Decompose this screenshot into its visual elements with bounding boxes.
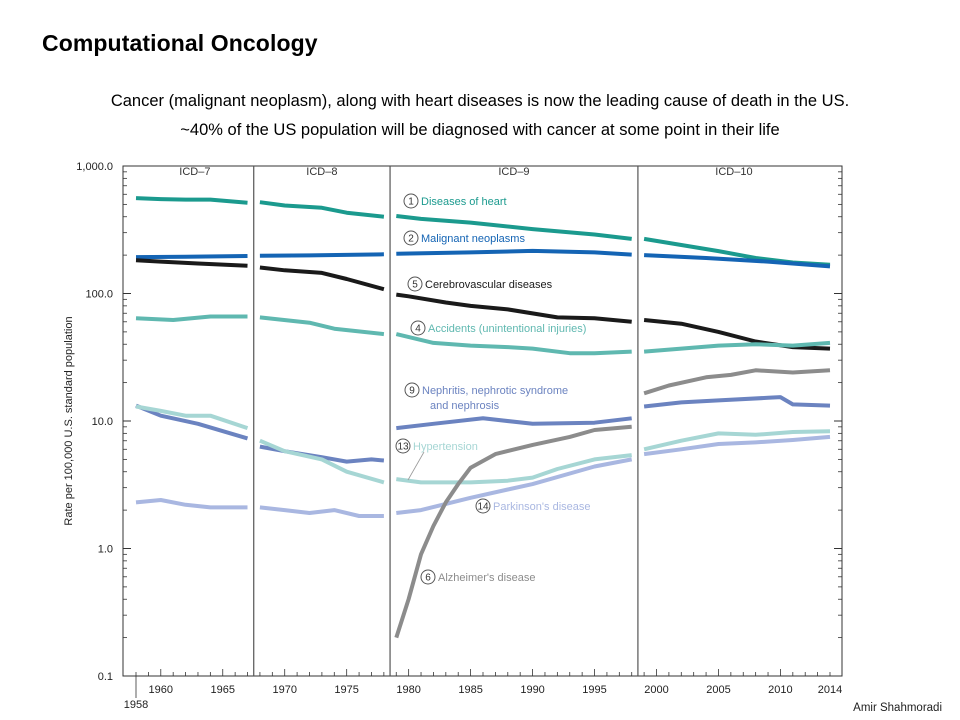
series-line-3 [135,314,831,356]
series-label: and nephrosis [430,400,500,412]
series-number-circle [410,320,426,336]
series-number: 9 [409,386,415,397]
series-number-circle [403,230,419,246]
period-label: ICD–9 [498,166,529,178]
series-number-circle [403,193,419,209]
series-number-circle [407,276,423,292]
x-tick-label: 2000 [644,684,668,696]
series-line-5 [135,404,831,485]
series-number-circle [420,569,436,585]
x-tick-label: 1980 [396,684,420,696]
series-number-circle [395,438,411,454]
series-label: Accidents (unintentional injuries) [428,323,586,335]
series-number: 4 [415,324,421,335]
x-tick-label: 2014 [818,684,842,696]
series-number-circle [404,382,420,398]
subtitle-line-2: ~40% of the US population will be diagno… [180,121,780,139]
period-label: ICD–8 [306,166,337,178]
y-axis-label: Rate per 100,000 U.S. standard populatio… [63,316,75,525]
x-tick-label: 1985 [458,684,482,696]
series-label: Cerebrovascular diseases [425,279,553,291]
y-tick-label: 1.0 [98,544,113,556]
series-line-1 [135,248,831,269]
series-number: 1 [408,197,414,208]
y-tick-label: 10.0 [92,416,113,428]
series-number: 5 [412,280,418,291]
x-start-label: 1958 [124,699,148,711]
hypertension-leader [407,451,425,481]
series-label: Alzheimer's disease [438,572,535,584]
series-number: 6 [425,573,431,584]
series-line-2 [135,258,831,351]
x-tick-label: 1965 [211,684,235,696]
slide-title: Computational Oncology [42,30,318,56]
x-tick-label: 1990 [520,684,544,696]
x-tick-label: 1975 [334,684,358,696]
x-tick-label: 1995 [582,684,606,696]
series-label: Diseases of heart [421,196,507,208]
series-line-6 [135,434,831,518]
x-tick-label: 2005 [706,684,730,696]
series-label: Hypertension [413,441,478,453]
series-number: 2 [408,234,414,245]
series-label: Nephritis, nephrotic syndrome [422,385,568,397]
period-label: ICD–7 [179,166,210,178]
x-tick-label: 2010 [768,684,792,696]
series-line-7 [394,368,831,639]
series-label: Parkinson's disease [493,501,591,513]
series-number: 13 [397,442,409,453]
series-line-0 [135,196,831,267]
author-credit: Amir Shahmoradi [853,702,942,714]
y-tick-label: 100.0 [85,289,113,301]
y-tick-label: 0.1 [98,671,113,683]
x-tick-label: 1970 [272,684,296,696]
series-label: Malignant neoplasms [421,233,525,245]
subtitle-line-1: Cancer (malignant neoplasm), along with … [110,92,850,110]
y-tick-label: 1,000.0 [76,161,113,173]
period-label: ICD–10 [715,166,752,178]
x-tick-label: 1960 [149,684,173,696]
series-number-circle [475,498,491,514]
series-line-4 [135,395,831,464]
series-number: 14 [477,502,489,513]
